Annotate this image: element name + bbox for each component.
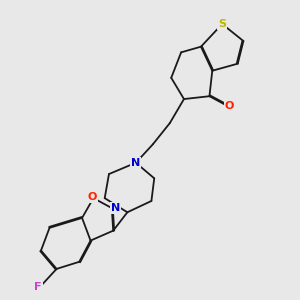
Text: O: O <box>87 192 97 202</box>
Text: N: N <box>131 158 140 168</box>
Text: F: F <box>34 282 42 292</box>
Text: N: N <box>111 203 120 213</box>
Text: S: S <box>218 19 226 29</box>
Text: O: O <box>225 101 234 111</box>
